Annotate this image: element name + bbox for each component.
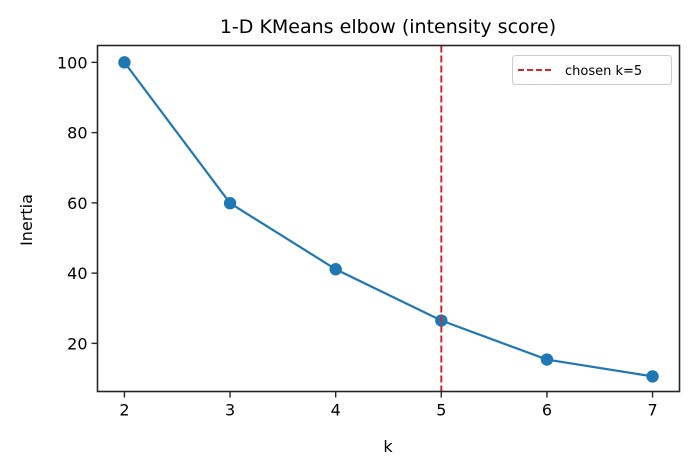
y-tick-label: 20 xyxy=(67,334,87,353)
y-axis-label: Inertia xyxy=(17,194,36,246)
data-point xyxy=(540,353,554,366)
x-tick-label: 4 xyxy=(331,401,341,420)
y-axis-ticks: 20 40 60 80 100 xyxy=(57,53,98,353)
legend: chosen k=5 xyxy=(512,55,672,85)
series-line xyxy=(123,61,653,378)
data-point xyxy=(118,56,131,69)
y-tick-label: 100 xyxy=(57,53,88,72)
x-tick-label: 7 xyxy=(647,401,657,420)
legend-box xyxy=(512,55,672,85)
x-tick-label: 3 xyxy=(225,401,235,420)
x-tick-label: 6 xyxy=(542,401,552,420)
data-point xyxy=(646,370,659,383)
x-axis-ticks: 2 3 4 5 6 7 xyxy=(119,391,658,420)
x-tick-label: 5 xyxy=(436,401,446,420)
y-tick-label: 40 xyxy=(67,264,87,283)
x-tick-label: 2 xyxy=(119,401,129,420)
y-tick-label: 60 xyxy=(67,194,87,213)
legend-label: chosen k=5 xyxy=(565,64,642,79)
plot-area xyxy=(118,45,659,392)
data-point xyxy=(329,263,342,276)
axes-frame xyxy=(96,44,681,393)
x-axis-label: k xyxy=(383,437,393,456)
y-tick-label: 80 xyxy=(67,124,87,143)
data-point xyxy=(223,197,237,210)
chart-title: 1-D KMeans elbow (intensity score) xyxy=(220,16,556,38)
